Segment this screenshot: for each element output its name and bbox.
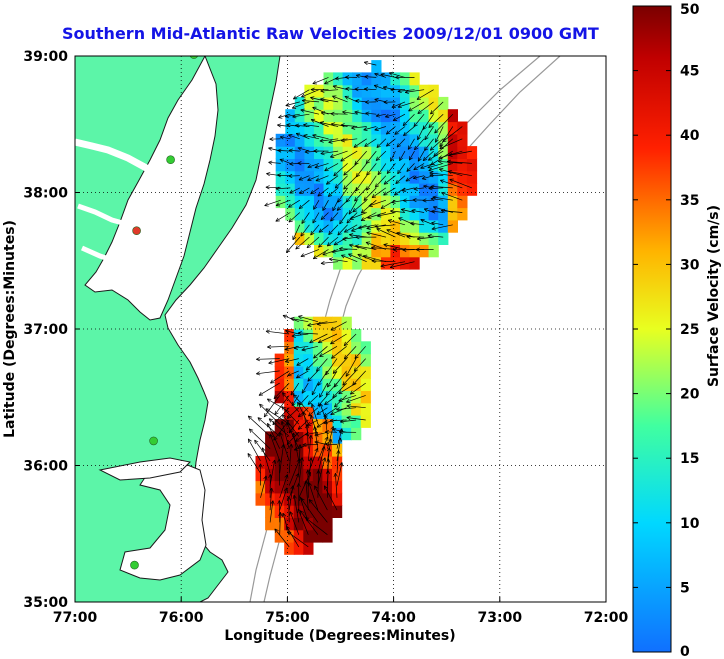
colorbar-tick-label: 25 [680,322,699,338]
radar-stations [130,56,198,570]
x-tick-label: 72:00 [584,610,629,626]
grid-lines [75,56,606,602]
albemarle-sound [98,457,192,481]
colorbar-tick-label: 20 [680,387,700,403]
colorbar-label: Surface Velocity (cm/s) [706,205,722,387]
y-tick-label: 39:00 [23,49,68,65]
y-tick-label: 37:00 [23,322,68,338]
colorbar-tick-label: 35 [680,193,699,209]
radar-station [132,226,141,235]
y-axis-label: Latitude (Degrees:Minutes) [2,220,18,438]
colorbar-tick-label: 10 [680,516,700,532]
potomac-river [75,138,152,174]
radar-station [149,436,158,446]
colorbar [632,5,672,653]
chesapeake-bay [84,56,219,321]
x-tick-label: 77:00 [53,610,98,626]
radar-station [130,560,139,570]
colorbar-tick-label: 50 [680,2,700,18]
x-tick-label: 74:00 [371,610,416,626]
x-axis-label: Longitude (Degrees:Minutes) [224,628,455,644]
x-tick-label: 73:00 [478,610,523,626]
colorbar-tick-label: 45 [680,64,699,80]
map-title: Southern Mid-Atlantic Raw Velocities 200… [62,24,599,43]
rappahannock-river [77,203,131,228]
x-axis-ticks: 77:00 76:00 75:00 74:00 73:00 72:00 [53,597,629,626]
colorbar-tick-label: 5 [680,580,690,596]
radar-station [166,155,175,164]
x-tick-label: 75:00 [265,610,310,626]
radar-station [189,56,198,59]
colorbar-tick-label: 40 [680,128,700,144]
york-river [80,245,119,265]
y-axis-ticks: 35:00 36:00 37:00 38:00 39:00 [23,49,80,611]
y-tick-label: 36:00 [23,459,68,475]
colorbar-tick-label: 15 [680,451,699,467]
colorbar-ticks: 0 5 10 15 20 25 30 35 40 45 50 [633,2,700,659]
x-tick-label: 76:00 [159,610,204,626]
pamlico-sound [119,461,207,581]
y-tick-label: 38:00 [23,186,68,202]
colorbar-tick-label: 0 [680,644,690,659]
colorbar-tick-label: 30 [680,257,700,273]
velocity-vectors [247,60,473,548]
y-tick-label: 35:00 [23,595,68,611]
